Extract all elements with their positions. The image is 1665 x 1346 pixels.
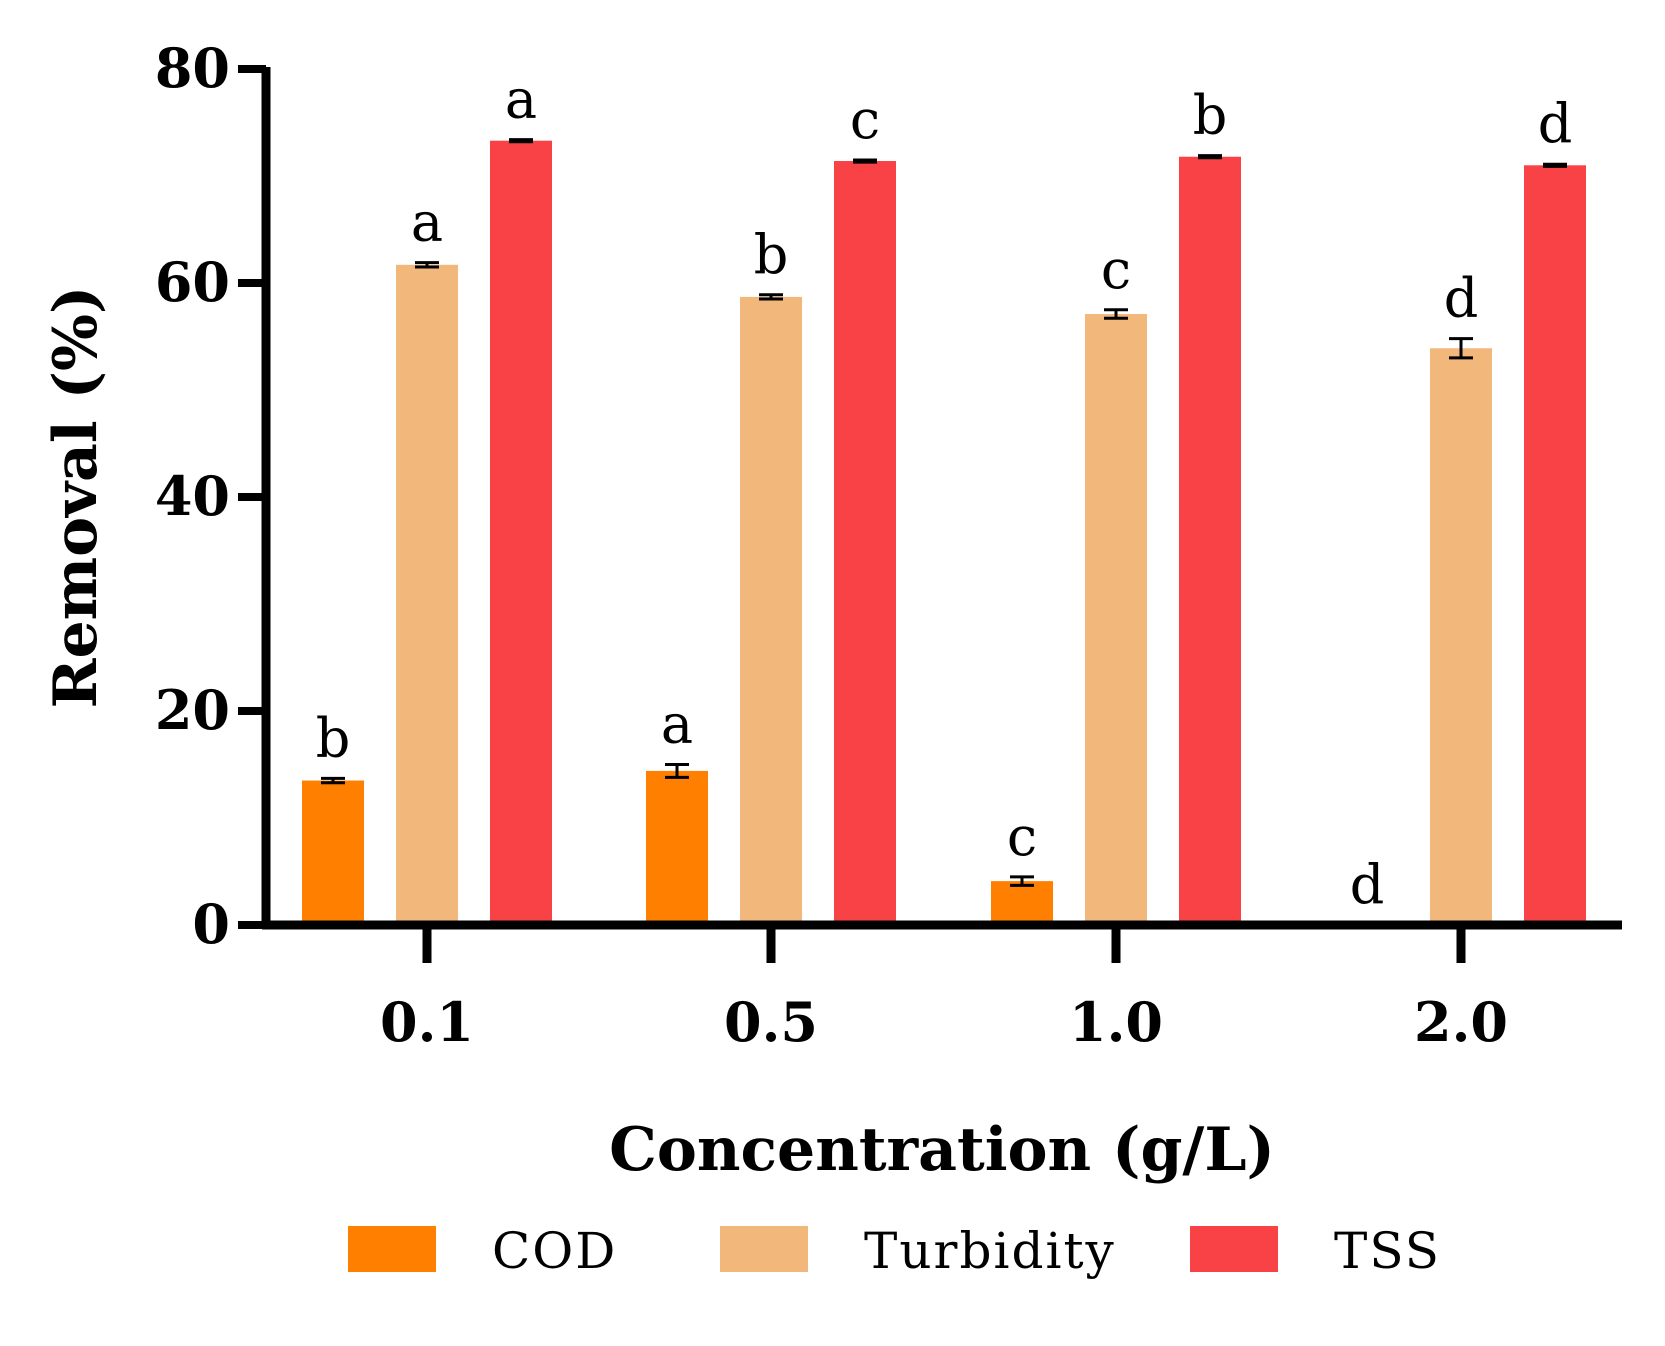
error-bar — [321, 776, 345, 785]
legend-item-tss: TSS — [1190, 1222, 1441, 1280]
significance-label: b — [754, 223, 789, 286]
error-bar — [1104, 308, 1128, 320]
x-axis-title: Concentration (g/L) — [609, 1115, 1275, 1185]
bar-cod-0.5 — [646, 770, 708, 925]
significance-label: a — [661, 693, 693, 756]
legend-label: COD — [492, 1222, 617, 1280]
significance-label: c — [850, 88, 880, 151]
legend-label: Turbidity — [864, 1222, 1116, 1280]
bars-layer — [302, 138, 1586, 926]
significance-label: d — [1538, 92, 1573, 155]
error-bar — [1198, 154, 1222, 160]
bar-turbidity-0.5 — [740, 296, 802, 925]
y-tick-label: 40 — [155, 464, 230, 528]
legend: COD Turbidity TSS — [348, 1222, 1441, 1280]
labels-layer: b a c d a b c d a c b d — [316, 68, 1573, 916]
error-bar — [1010, 875, 1034, 887]
legend-swatch — [348, 1226, 436, 1272]
x-tick-label: 0.1 — [380, 990, 474, 1054]
legend-label: TSS — [1334, 1222, 1441, 1280]
significance-label: a — [411, 191, 443, 254]
bar-tss-2.0 — [1524, 165, 1586, 926]
legend-swatch — [720, 1226, 808, 1272]
significance-label: b — [1193, 84, 1228, 147]
error-bar — [509, 138, 533, 144]
error-bar — [415, 261, 439, 269]
bar-tss-1.0 — [1179, 156, 1241, 926]
significance-label: c — [1007, 805, 1037, 868]
bar-cod-0.1 — [302, 780, 364, 925]
y-tick-label: 80 — [155, 36, 230, 100]
significance-label: c — [1101, 238, 1131, 301]
bar-turbidity-2.0 — [1430, 348, 1492, 925]
x-tick-label: 2.0 — [1414, 990, 1508, 1054]
bar-cod-1.0 — [991, 881, 1053, 925]
y-axis-title: Removal (%) — [41, 286, 111, 709]
x-tick-label: 0.5 — [724, 990, 818, 1054]
significance-label: d — [1444, 267, 1479, 330]
error-bar — [1449, 337, 1473, 360]
bar-tss-0.1 — [490, 140, 552, 925]
significance-label: a — [505, 68, 537, 131]
bar-turbidity-1.0 — [1085, 314, 1147, 925]
error-bar — [665, 763, 689, 779]
bar-turbidity-0.1 — [396, 264, 458, 925]
legend-item-turbidity: Turbidity — [720, 1222, 1116, 1280]
legend-item-cod: COD — [348, 1222, 617, 1280]
axes-layer: 0 20 40 60 80 0.1 0.5 1.0 2.0 — [155, 36, 1622, 1054]
significance-label: d — [1350, 853, 1385, 916]
error-bar — [1543, 162, 1567, 168]
significance-label: b — [316, 706, 351, 769]
x-tick-label: 1.0 — [1069, 990, 1163, 1054]
y-tick-label: 0 — [192, 892, 230, 956]
error-bar — [853, 158, 877, 164]
y-tick-label: 60 — [155, 250, 230, 314]
bar-tss-0.5 — [834, 161, 896, 925]
error-bar — [759, 293, 783, 301]
legend-swatch — [1190, 1226, 1278, 1272]
y-tick-label: 20 — [155, 678, 230, 742]
